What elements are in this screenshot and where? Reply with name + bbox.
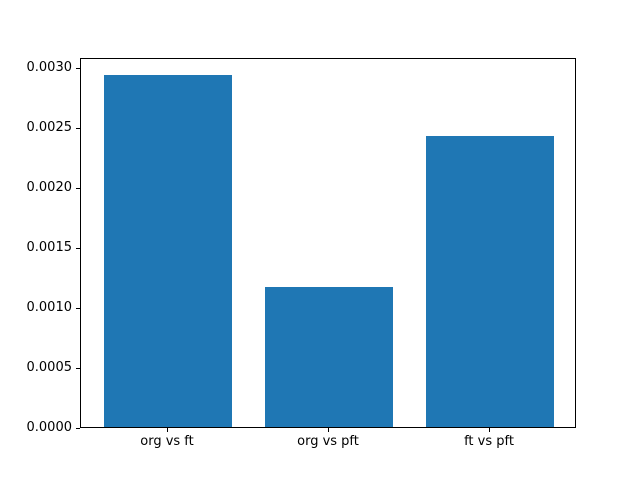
plot-area — [80, 58, 576, 428]
y-tick-mark — [76, 128, 80, 129]
y-tick-label: 0.0030 — [26, 60, 73, 75]
x-tick-mark — [489, 428, 490, 432]
y-tick-mark — [76, 428, 80, 429]
y-tick-mark — [76, 308, 80, 309]
bar-org-vs-ft — [103, 74, 233, 427]
y-tick-label: 0.0020 — [26, 180, 73, 195]
y-tick-mark — [76, 248, 80, 249]
x-tick-label: org vs ft — [140, 434, 194, 449]
x-tick-label: org vs pft — [297, 434, 359, 449]
y-tick-label: 0.0010 — [26, 300, 73, 315]
y-tick-label: 0.0025 — [26, 120, 73, 135]
y-tick-label: 0.0015 — [26, 240, 73, 255]
bar-org-vs-pft — [264, 286, 394, 427]
y-tick-label: 0.0005 — [26, 360, 73, 375]
y-tick-mark — [76, 68, 80, 69]
y-tick-mark — [76, 188, 80, 189]
bar-ft-vs-pft — [425, 135, 555, 427]
x-tick-mark — [167, 428, 168, 432]
y-tick-label: 0.0000 — [26, 420, 73, 435]
y-tick-mark — [76, 368, 80, 369]
x-tick-label: ft vs pft — [464, 434, 514, 449]
x-tick-mark — [328, 428, 329, 432]
